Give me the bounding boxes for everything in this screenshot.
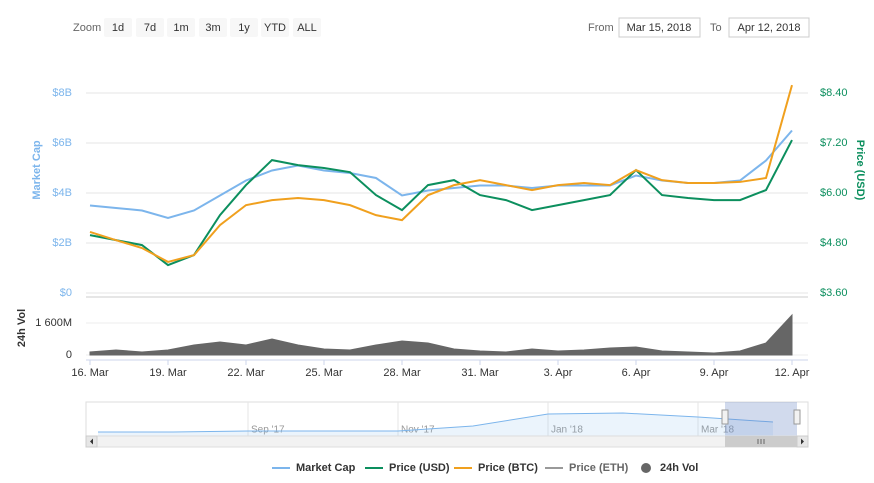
zoom-button[interactable]: YTD (261, 18, 289, 37)
arrow-icon (801, 438, 804, 445)
to-date[interactable]: Apr 12, 2018 (738, 22, 801, 34)
legend-label[interactable]: 24h Vol (660, 462, 698, 474)
zoom-button[interactable]: 7d (136, 18, 164, 37)
y-tick-label: $8B (52, 87, 72, 99)
y2-tick-label: $4.80 (820, 237, 848, 249)
legend-label[interactable]: Price (BTC) (478, 462, 538, 474)
x-tick-label: 6. Apr (622, 367, 651, 379)
y-tick-label: $4B (52, 187, 72, 199)
navigator-handle[interactable] (793, 409, 801, 425)
nav-line (98, 412, 774, 433)
zoom-button[interactable]: ALL (293, 18, 321, 37)
button-label[interactable]: 7d (144, 22, 156, 34)
nav-area (98, 413, 773, 436)
legend: Market Cap Price (USD) Price (BTC) Price (E… (272, 462, 698, 474)
legend-symbol[interactable] (641, 463, 651, 473)
legend-label[interactable]: Price (USD) (389, 462, 450, 474)
nav-tick-label: Mar '18 (701, 425, 734, 436)
button-label[interactable]: 1d (112, 22, 124, 34)
button-bg[interactable] (293, 18, 321, 37)
y2-tick-label: $8.40 (820, 87, 848, 99)
y2-tick-label: $6.00 (820, 187, 848, 199)
vol-tick-label: 0 (66, 349, 72, 361)
y-axis-title: Market Cap (31, 140, 43, 200)
legend-item[interactable]: Price (ETH) (545, 462, 629, 474)
button-bg[interactable] (104, 18, 132, 37)
x-tick-label: 16. Mar (71, 367, 109, 379)
button-bg[interactable] (167, 18, 195, 37)
y2-tick-label: $3.60 (820, 287, 848, 299)
scrollbar-grip (757, 439, 765, 444)
button-label[interactable]: YTD (264, 22, 286, 34)
volume-area (89, 313, 793, 356)
to-input[interactable] (728, 17, 810, 38)
zoom-buttons: 1d 7d 1m 3m 1y YTD ALL (104, 18, 321, 37)
y-tick-label: $2B (52, 237, 72, 249)
from-input[interactable] (618, 17, 701, 38)
button-bg[interactable] (136, 18, 164, 37)
series-line (89, 129, 793, 220)
legend-label[interactable]: Price (ETH) (569, 462, 629, 474)
arrow-icon (90, 438, 93, 445)
zoom-button[interactable]: 1y (230, 18, 258, 37)
legend-item[interactable]: Price (USD) (365, 462, 450, 474)
from-label: From (588, 22, 614, 34)
button-label[interactable]: 3m (205, 22, 220, 34)
y-tick-label: $0 (60, 287, 72, 299)
series-line (89, 84, 793, 263)
x-tick-label: 3. Apr (544, 367, 573, 379)
vol-axis-title: 24h Vol (16, 309, 28, 347)
button-bg[interactable] (261, 18, 289, 37)
x-tick-label: 19. Mar (149, 367, 187, 379)
zoom-button[interactable]: 3m (199, 18, 227, 37)
scrollbar-track[interactable] (85, 435, 809, 448)
zoom-button[interactable]: 1m (167, 18, 195, 37)
y2-axis-title: Price (USD) (854, 140, 866, 201)
to-label: To (710, 22, 722, 34)
y-tick-label: $6B (52, 137, 72, 149)
x-tick-label: 12. Apr (775, 367, 810, 379)
from-date[interactable]: Mar 15, 2018 (627, 22, 692, 34)
button-label[interactable]: 1m (173, 22, 188, 34)
x-tick-label: 22. Mar (227, 367, 265, 379)
legend-item[interactable]: Price (BTC) (454, 462, 538, 474)
button-label[interactable]: ALL (297, 22, 317, 34)
x-tick-label: 31. Mar (461, 367, 499, 379)
x-tick-label: 9. Apr (700, 367, 729, 379)
x-tick-label: 25. Mar (305, 367, 343, 379)
navigator-handle[interactable] (721, 409, 729, 425)
x-tick-label: 28. Mar (383, 367, 421, 379)
legend-label[interactable]: Market Cap (296, 462, 356, 474)
nav-tick-label: Sep '17 (251, 425, 285, 436)
button-bg[interactable] (230, 18, 258, 37)
navigator-selection[interactable] (725, 402, 797, 440)
series-line (89, 139, 793, 267)
nav-tick-label: Jan '18 (551, 425, 583, 436)
legend-item[interactable]: Market Cap (272, 462, 356, 474)
vol-tick-label: 1 600M (35, 317, 72, 329)
zoom-button[interactable]: 1d (104, 18, 132, 37)
legend-item[interactable]: 24h Vol (641, 462, 698, 474)
button-label[interactable]: 1y (238, 22, 250, 34)
button-bg[interactable] (199, 18, 227, 37)
zoom-label: Zoom (73, 22, 101, 34)
y2-tick-label: $7.20 (820, 137, 848, 149)
